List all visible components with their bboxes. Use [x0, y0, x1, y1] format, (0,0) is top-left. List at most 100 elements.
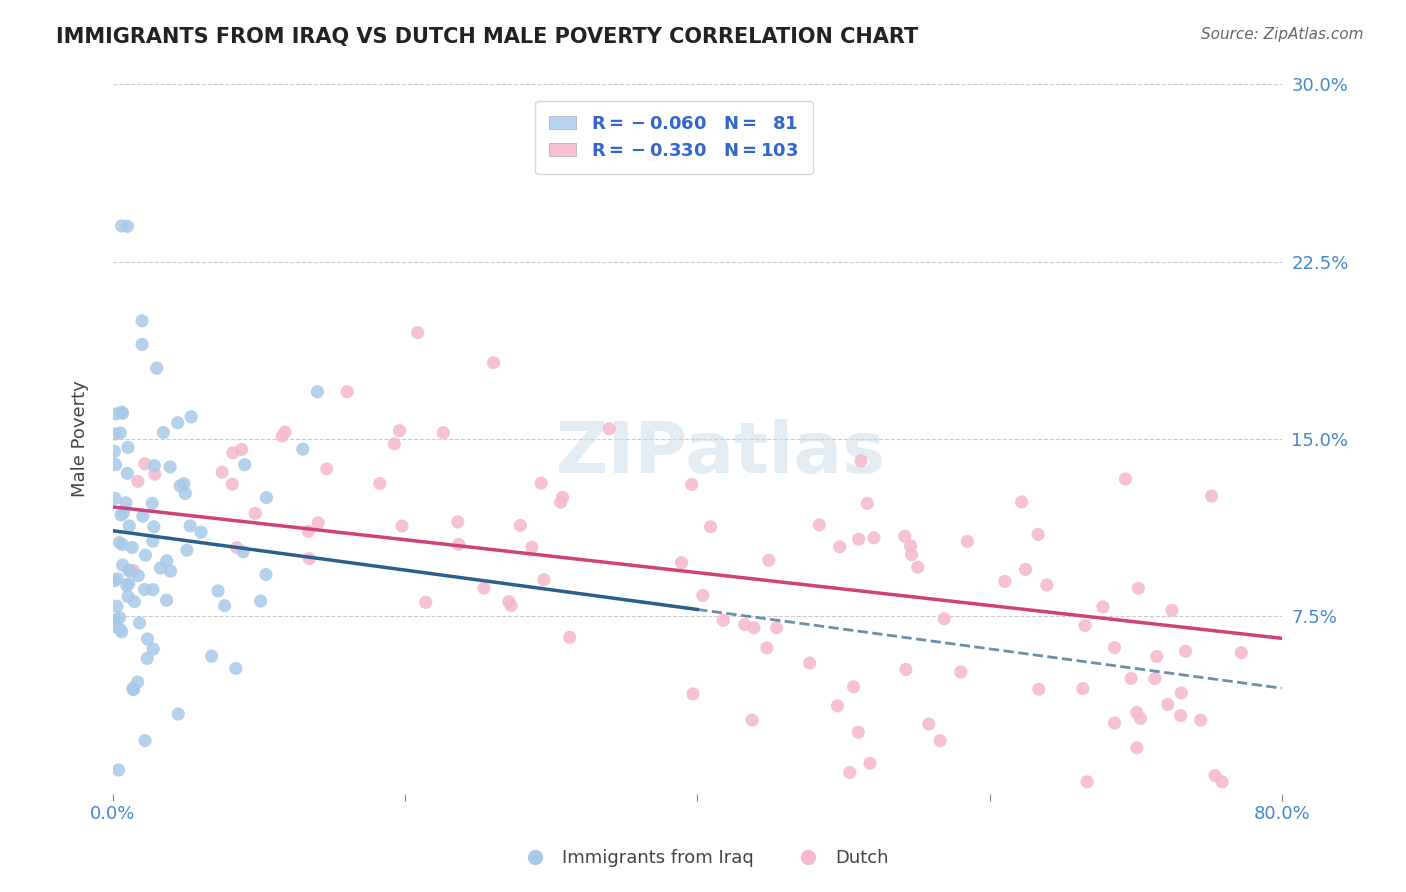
- Point: [142, 519, 165, 533]
- Point: [104, 491, 127, 506]
- Point: [176, 543, 198, 558]
- Point: [111, 219, 134, 233]
- Point: [127, 675, 149, 690]
- Point: [1119, 672, 1142, 686]
- Point: [134, 582, 156, 597]
- Point: [671, 556, 693, 570]
- Point: [1170, 686, 1192, 700]
- Point: [1128, 582, 1150, 596]
- Point: [551, 491, 574, 505]
- Point: [207, 583, 229, 598]
- Point: [254, 567, 277, 582]
- Point: [136, 651, 159, 665]
- Point: [501, 599, 523, 613]
- Point: [122, 563, 145, 577]
- Point: [117, 219, 139, 234]
- Point: [734, 617, 756, 632]
- Point: [765, 621, 787, 635]
- Point: [1126, 740, 1149, 755]
- Point: [156, 593, 179, 607]
- Point: [111, 558, 134, 572]
- Point: [112, 506, 135, 520]
- Point: [128, 615, 150, 630]
- Point: [498, 594, 520, 608]
- Point: [1071, 681, 1094, 696]
- Point: [415, 595, 437, 609]
- Point: [956, 534, 979, 549]
- Point: [907, 560, 929, 574]
- Point: [104, 407, 127, 421]
- Point: [110, 508, 132, 522]
- Point: [388, 424, 411, 438]
- Point: [152, 425, 174, 440]
- Point: [127, 475, 149, 489]
- Point: [530, 476, 553, 491]
- Point: [233, 458, 256, 472]
- Point: [846, 725, 869, 739]
- Point: [103, 574, 125, 588]
- Text: ZIPatlas: ZIPatlas: [555, 418, 886, 488]
- Point: [274, 425, 297, 439]
- Point: [142, 582, 165, 597]
- Point: [297, 524, 319, 539]
- Point: [1026, 527, 1049, 541]
- Point: [127, 568, 149, 582]
- Point: [711, 613, 734, 627]
- Point: [315, 462, 337, 476]
- Point: [108, 610, 131, 624]
- Point: [1028, 682, 1050, 697]
- Point: [368, 476, 391, 491]
- Point: [159, 564, 181, 578]
- Text: IMMIGRANTS FROM IRAQ VS DUTCH MALE POVERTY CORRELATION CHART: IMMIGRANTS FROM IRAQ VS DUTCH MALE POVER…: [56, 27, 918, 46]
- Point: [682, 687, 704, 701]
- Point: [692, 589, 714, 603]
- Point: [142, 642, 165, 657]
- Point: [1160, 603, 1182, 617]
- Point: [406, 326, 429, 340]
- Point: [173, 476, 195, 491]
- Point: [929, 733, 952, 747]
- Point: [107, 763, 129, 777]
- Point: [894, 663, 917, 677]
- Point: [104, 458, 127, 472]
- Point: [432, 425, 454, 440]
- Point: [117, 590, 139, 604]
- Point: [110, 425, 132, 440]
- Point: [105, 572, 128, 586]
- Point: [105, 613, 128, 627]
- Point: [134, 457, 156, 471]
- Point: [149, 561, 172, 575]
- Point: [1114, 472, 1136, 486]
- Point: [856, 496, 879, 510]
- Point: [949, 665, 972, 679]
- Point: [145, 361, 167, 376]
- Point: [598, 422, 620, 436]
- Point: [755, 640, 778, 655]
- Point: [124, 594, 146, 608]
- Point: [681, 477, 703, 491]
- Point: [758, 553, 780, 567]
- Point: [307, 516, 329, 530]
- Point: [1201, 489, 1223, 503]
- Point: [214, 599, 236, 613]
- Point: [179, 519, 201, 533]
- Point: [169, 479, 191, 493]
- Point: [108, 535, 131, 549]
- Point: [143, 467, 166, 482]
- Point: [1143, 672, 1166, 686]
- Point: [104, 427, 127, 442]
- Point: [550, 495, 572, 509]
- Point: [934, 612, 956, 626]
- Y-axis label: Male Poverty: Male Poverty: [72, 381, 89, 498]
- Point: [115, 579, 138, 593]
- Point: [143, 458, 166, 473]
- Point: [336, 384, 359, 399]
- Point: [1129, 711, 1152, 725]
- Text: Source: ZipAtlas.com: Source: ZipAtlas.com: [1201, 27, 1364, 42]
- Point: [382, 437, 405, 451]
- Point: [1170, 708, 1192, 723]
- Point: [221, 477, 243, 491]
- Point: [134, 548, 156, 562]
- Point: [121, 541, 143, 555]
- Point: [1174, 644, 1197, 658]
